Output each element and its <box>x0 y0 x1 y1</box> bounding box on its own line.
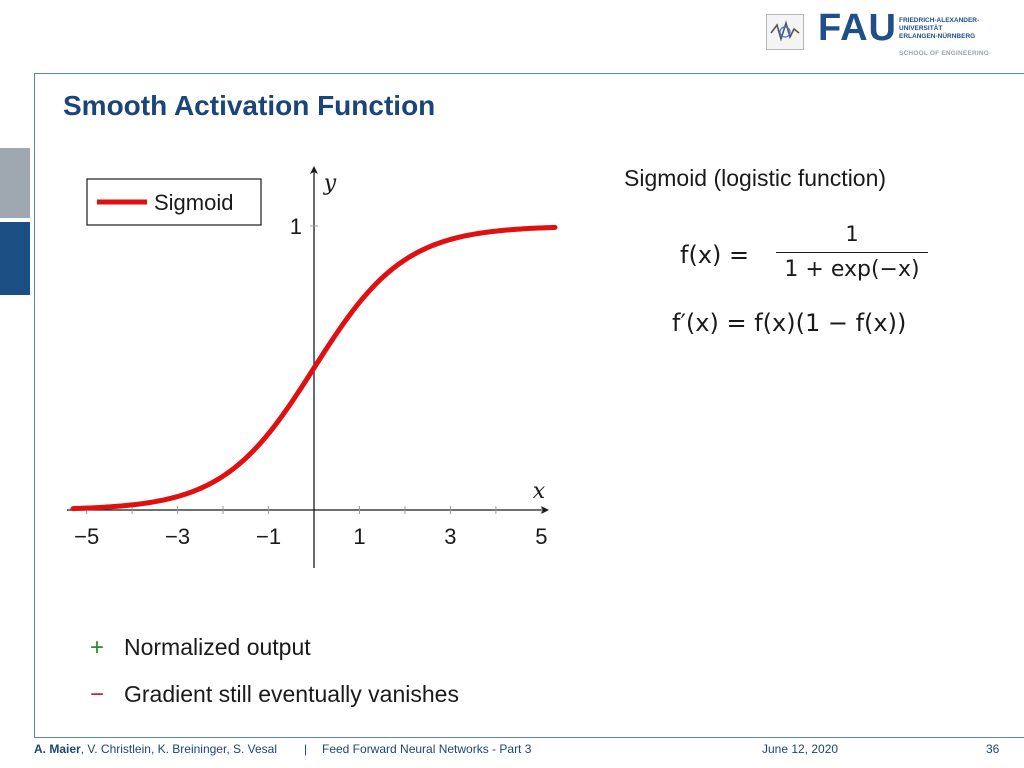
school-name: SCHOOL OF ENGINEERING <box>899 50 990 57</box>
waveform-logo-icon <box>770 20 800 42</box>
con-bullet-text: Gradient still eventually vanishes <box>124 681 459 707</box>
fau-logo: FAU <box>818 7 897 49</box>
minus-icon: − <box>90 681 105 708</box>
footer-lecture: Feed Forward Neural Networks - Part 3 <box>322 742 532 756</box>
formula-f-fraction: 1 1 + exp(−x) <box>776 222 928 282</box>
formula-f-lhs: f(x) = <box>680 241 750 269</box>
y-tick-label: 1 <box>290 214 302 239</box>
y-axis-arrow-icon <box>310 166 318 174</box>
side-marker-gray <box>0 148 30 218</box>
fraction-bar <box>776 252 928 253</box>
footer-date: June 12, 2020 <box>762 742 839 756</box>
sigmoid-chart: −5 −3 −1 1 3 5 1 x y Sigmoid <box>67 166 558 568</box>
pro-bullet-text: Normalized output <box>124 634 311 660</box>
sigmoid-series-line <box>70 224 558 512</box>
x-axis-arrow-icon <box>541 506 549 514</box>
formula-title: Sigmoid (logistic function) <box>624 165 887 191</box>
x-tick-label: 3 <box>444 524 456 549</box>
x-tick-label: −3 <box>165 524 190 549</box>
footer-lead-author: A. Maier <box>34 742 81 756</box>
formula-f-denominator: 1 + exp(−x) <box>784 257 920 282</box>
pro-bullet: + Normalized output <box>90 634 311 662</box>
x-tick-label: 5 <box>535 524 547 549</box>
footer-coauthors: , V. Christlein, K. Breininger, S. Vesal <box>80 742 278 756</box>
x-tick-label: 1 <box>353 524 365 549</box>
footer-separator: | <box>304 742 308 756</box>
side-marker-blue <box>0 222 30 295</box>
university-name: FRIEDRICH-ALEXANDER- UNIVERSITÄT ERLANGE… <box>899 17 980 40</box>
y-axis-label: y <box>323 171 337 196</box>
plus-icon: + <box>90 634 105 661</box>
x-tick-label: −1 <box>256 524 281 549</box>
footer-page-number: 36 <box>986 742 1000 756</box>
x-tick-label: −5 <box>74 524 99 549</box>
formula-fprime: f′(x) = f(x)(1 − f(x)) <box>672 309 907 337</box>
x-axis-label: x <box>533 479 546 504</box>
slide-title: Smooth Activation Function <box>63 90 436 121</box>
legend-label: Sigmoid <box>154 190 233 215</box>
con-bullet: − Gradient still eventually vanishes <box>90 681 459 709</box>
frame-bottom-rule <box>34 737 1024 738</box>
frame-top-rule <box>34 73 1024 74</box>
footer-authors: A. Maier, V. Christlein, K. Breininger, … <box>34 742 277 756</box>
formula-f-numerator: 1 <box>845 222 859 246</box>
institute-logo <box>766 14 804 50</box>
frame-left-rule <box>34 73 35 738</box>
